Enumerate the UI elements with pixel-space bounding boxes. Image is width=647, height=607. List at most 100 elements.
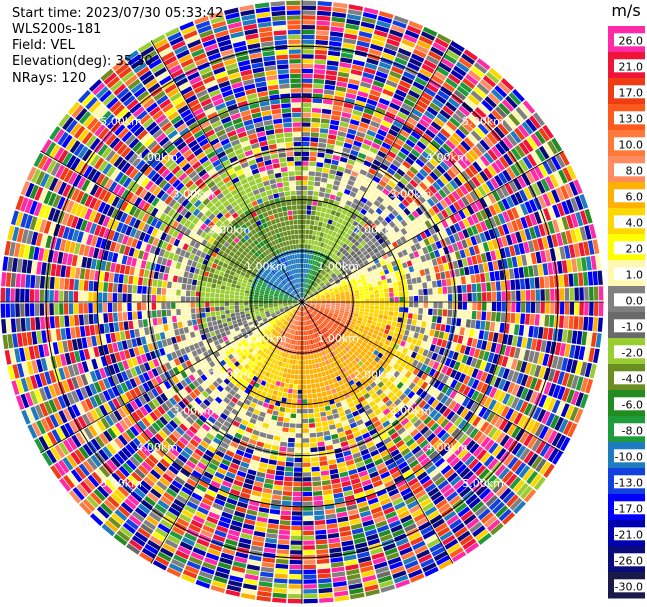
velocity-gate <box>406 25 422 35</box>
velocity-gate <box>551 189 561 203</box>
velocity-gate <box>458 433 469 445</box>
velocity-gate <box>512 88 525 102</box>
velocity-gate <box>383 47 397 56</box>
velocity-gate <box>314 69 326 75</box>
velocity-gate <box>302 200 307 205</box>
velocity-gate <box>375 302 380 306</box>
velocity-gate <box>276 549 289 555</box>
velocity-gate <box>384 154 394 163</box>
velocity-gate <box>384 388 392 396</box>
velocity-gate <box>308 274 311 279</box>
velocity-gate <box>353 284 358 288</box>
velocity-gate <box>418 347 425 355</box>
velocity-gate <box>431 74 444 85</box>
velocity-gate <box>440 209 449 219</box>
velocity-gate <box>450 379 458 389</box>
velocity-gate <box>506 291 511 301</box>
velocity-gate <box>331 478 341 485</box>
velocity-gate <box>400 177 409 186</box>
velocity-gate <box>483 195 492 206</box>
velocity-gate <box>515 360 523 372</box>
velocity-gate <box>419 168 429 178</box>
velocity-gate <box>320 284 326 288</box>
velocity-gate <box>307 190 314 196</box>
velocity-gate <box>511 220 519 232</box>
velocity-gate <box>472 416 482 427</box>
velocity-gate <box>331 433 339 440</box>
velocity-gate <box>457 335 464 344</box>
velocity-gate <box>456 241 464 250</box>
velocity-gate <box>310 275 314 280</box>
velocity-gate <box>465 474 478 486</box>
velocity-gate <box>394 306 399 312</box>
velocity-gate <box>352 328 358 334</box>
velocity-gate <box>306 374 311 380</box>
velocity-gate <box>423 429 433 439</box>
velocity-gate <box>308 413 315 419</box>
velocity-gate <box>376 20 391 29</box>
velocity-gate <box>584 225 592 240</box>
velocity-gate <box>365 335 371 341</box>
velocity-gate <box>365 103 376 111</box>
velocity-gate <box>350 278 356 283</box>
velocity-gate <box>502 211 511 223</box>
velocity-gate <box>386 204 395 212</box>
velocity-gate <box>364 134 375 142</box>
velocity-gate <box>306 259 309 264</box>
velocity-gate <box>465 193 474 204</box>
velocity-gate <box>340 57 353 64</box>
velocity-gate <box>341 237 348 243</box>
velocity-gate <box>501 291 506 301</box>
velocity-gate <box>392 142 402 151</box>
velocity-gate <box>420 231 427 240</box>
velocity-gate <box>474 504 488 517</box>
velocity-gate <box>418 154 428 164</box>
velocity-gate <box>312 311 317 315</box>
velocity-gate <box>415 256 422 264</box>
velocity-gate <box>495 505 509 518</box>
velocity-gate <box>318 446 326 452</box>
velocity-gate <box>324 238 330 244</box>
velocity-gate <box>372 159 382 167</box>
velocity-gate <box>436 280 442 287</box>
velocity-gate <box>303 293 306 298</box>
velocity-gate <box>413 289 419 296</box>
velocity-gate <box>453 232 461 242</box>
velocity-gate <box>483 230 491 241</box>
velocity-gate <box>273 485 283 491</box>
velocity-gate <box>331 326 336 331</box>
velocity-gate <box>494 249 502 260</box>
velocity-gate <box>406 260 413 267</box>
velocity-gate <box>423 288 428 295</box>
velocity-gate <box>523 241 530 254</box>
velocity-gate <box>311 299 316 301</box>
velocity-gate <box>351 238 357 244</box>
velocity-gate <box>345 297 350 300</box>
velocity-gate <box>279 406 286 413</box>
velocity-gate <box>529 363 537 376</box>
velocity-gate <box>349 119 360 126</box>
velocity-gate <box>302 234 306 239</box>
velocity-gate <box>302 49 314 54</box>
velocity-gate <box>303 593 318 599</box>
velocity-gate <box>304 335 306 341</box>
velocity-gate <box>422 443 432 453</box>
velocity-gate <box>519 431 530 444</box>
velocity-gate <box>367 266 373 272</box>
velocity-gate <box>443 196 453 206</box>
velocity-gate <box>411 319 417 326</box>
velocity-gate <box>315 383 321 388</box>
velocity-gate <box>369 250 375 257</box>
velocity-gate <box>405 29 420 39</box>
velocity-gate <box>328 459 337 465</box>
velocity-gate <box>527 453 539 467</box>
velocity-gate <box>287 393 293 399</box>
velocity-gate <box>409 343 416 351</box>
velocity-gate <box>343 257 349 263</box>
velocity-gate <box>356 40 370 48</box>
velocity-gate <box>315 39 329 46</box>
velocity-gate <box>510 164 521 177</box>
velocity-gate <box>320 470 330 476</box>
velocity-gate <box>325 74 337 81</box>
velocity-gate <box>302 93 312 98</box>
